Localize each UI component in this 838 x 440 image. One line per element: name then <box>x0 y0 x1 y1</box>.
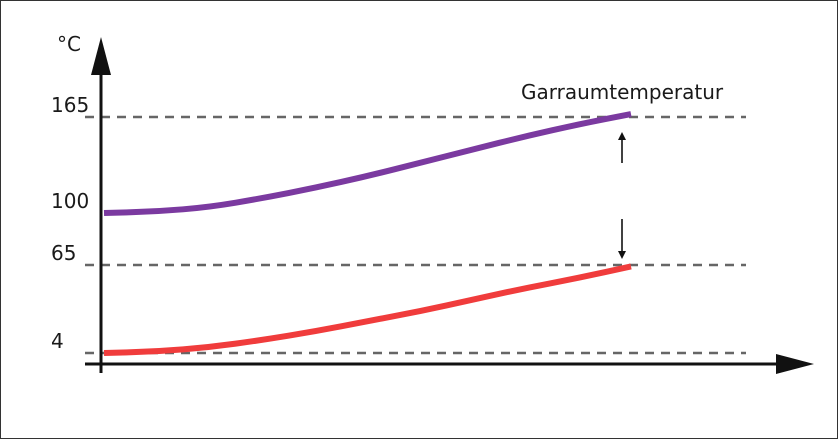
series-line-kerntemperatur <box>103 263 632 356</box>
series-annotation-label: Garraumtemperatur <box>521 80 724 104</box>
y-tick-label-165: 165 <box>51 93 89 117</box>
y-axis-arrowhead <box>91 37 111 75</box>
x-axis-arrowhead <box>776 354 814 374</box>
y-tick-labels: 165 100 65 4 <box>51 93 89 353</box>
y-tick-label-65: 65 <box>51 241 76 265</box>
reference-lines <box>85 115 746 355</box>
y-tick-label-4: 4 <box>51 329 64 353</box>
y-axis-label: °C <box>57 32 81 56</box>
y-tick-label-100: 100 <box>51 189 89 213</box>
series-line-garraumtemperatur <box>103 111 632 216</box>
series-lines <box>103 111 632 356</box>
